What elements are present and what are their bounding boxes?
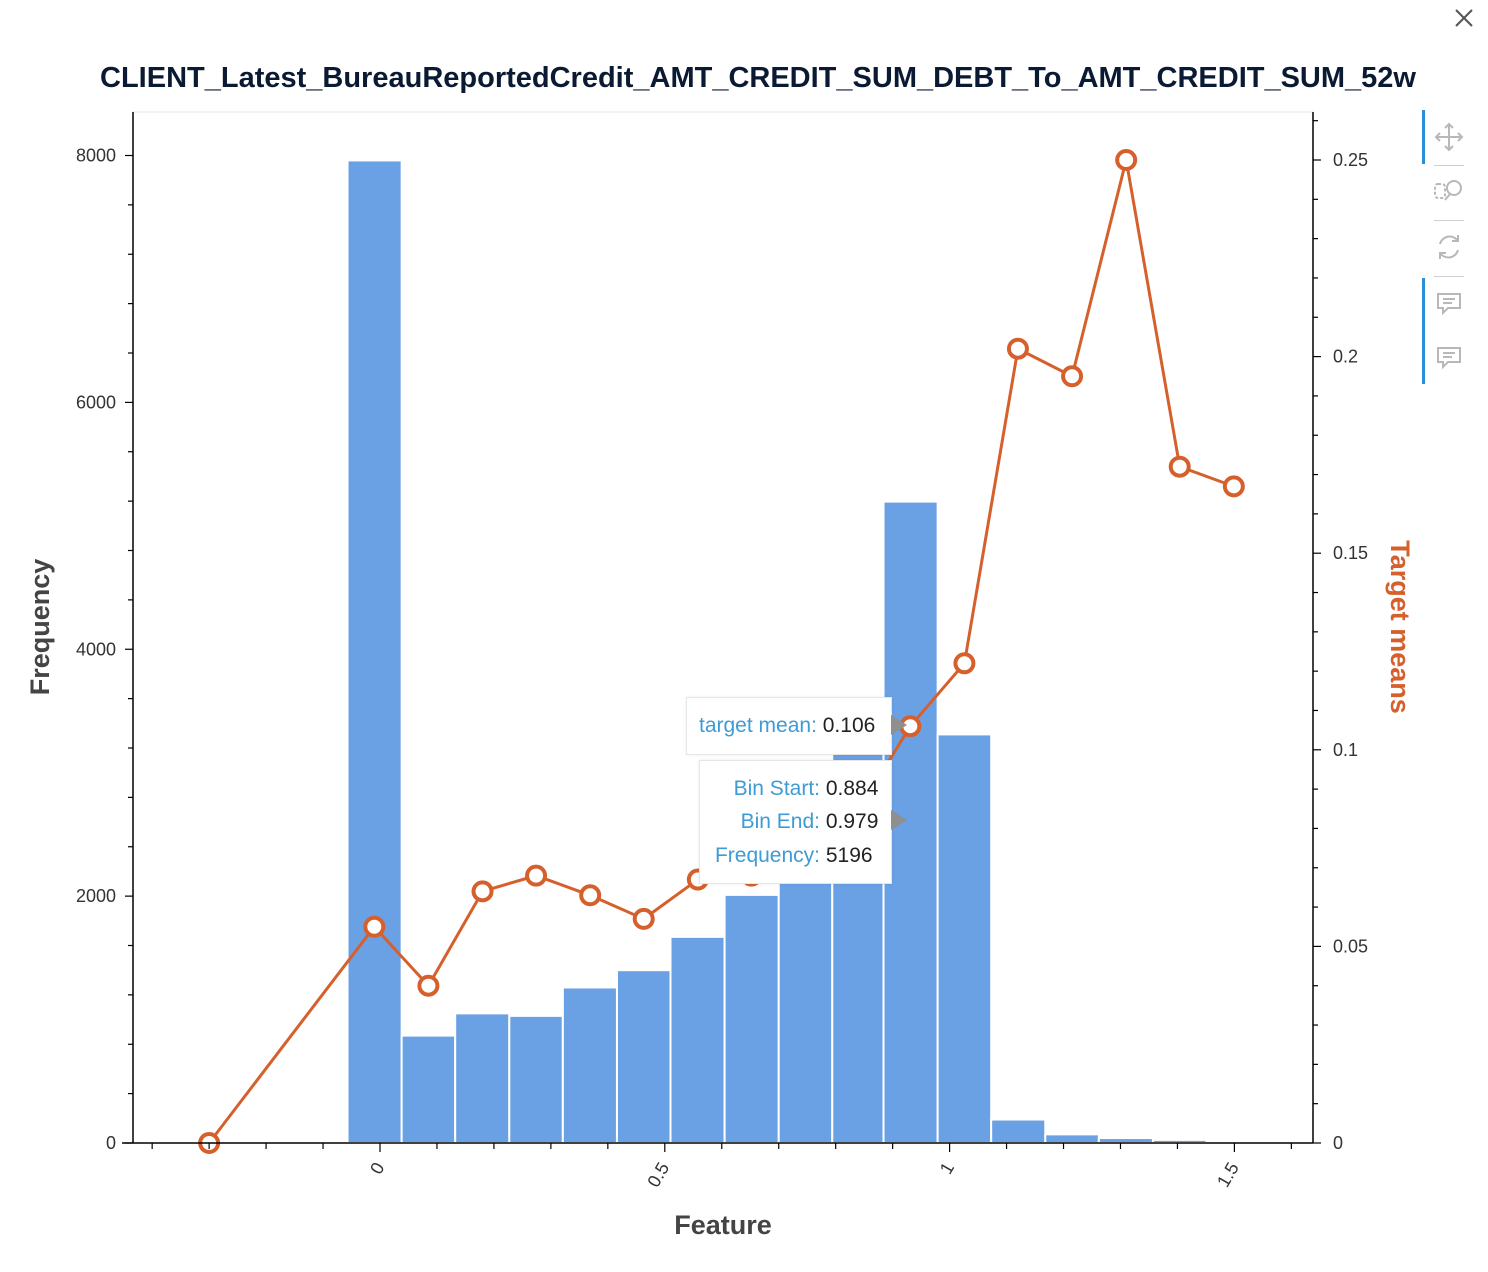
target-mean-marker[interactable]	[1168, 455, 1191, 478]
histogram-bar[interactable]	[990, 1118, 1047, 1144]
reset-tool-button[interactable]	[1432, 230, 1466, 264]
tooltip-pointer	[891, 715, 907, 735]
tooltip-label: target mean:	[699, 714, 817, 737]
x-tick-label: 0.5	[643, 1159, 673, 1191]
y2-tick-label: 0.25	[1333, 150, 1368, 170]
hover-icon	[1437, 293, 1461, 316]
tooltip-label: Frequency:	[714, 844, 820, 867]
y2-tick-label: 0.1	[1333, 740, 1358, 760]
hover-tool-button[interactable]	[1432, 286, 1466, 320]
box-zoom-tool-button[interactable]	[1432, 174, 1466, 208]
y2-tick-label: 0.05	[1333, 936, 1368, 956]
target-mean-marker[interactable]	[363, 915, 386, 938]
close-button[interactable]	[1448, 2, 1480, 34]
tooltip-value: 0.884	[825, 777, 879, 800]
pan-tool-button[interactable]	[1432, 120, 1466, 154]
histogram-bar[interactable]	[400, 1034, 457, 1144]
x-tick-label: 1.5	[1213, 1159, 1243, 1191]
tooltip-label: Bin Start:	[733, 777, 820, 800]
toolbar-separator	[1434, 276, 1464, 277]
hover-icon	[1437, 347, 1461, 370]
target-mean-marker[interactable]	[632, 907, 655, 930]
histogram-bar[interactable]	[936, 733, 993, 1144]
toolbar-separator	[1434, 220, 1464, 221]
y2-tick-label: 0	[1333, 1133, 1343, 1153]
close-icon	[1455, 9, 1473, 27]
target-mean-marker[interactable]	[1061, 365, 1084, 388]
box-zoom-icon	[1434, 180, 1462, 201]
histogram-bar[interactable]	[1044, 1133, 1100, 1144]
bar-tooltip: Bin Start: 0.884 Bin End: 0.979 Frequenc…	[699, 760, 907, 884]
histogram-bar[interactable]	[346, 159, 403, 1144]
line-tooltip: target mean: 0.106	[686, 697, 907, 755]
hover-tool-button[interactable]	[1432, 340, 1466, 374]
axes: 0 2000 4000 6000 8000 0 0.05 0.1 0.15 0.2 0.25 0 0.5…	[76, 112, 1368, 1191]
pan-icon	[1434, 122, 1464, 152]
active-tool-indicator	[1422, 278, 1425, 384]
x-tick-label: 0	[366, 1159, 388, 1178]
target-mean-marker[interactable]	[579, 884, 602, 907]
y2-axis-label: Target means	[1385, 540, 1415, 714]
y2-tick-label: 0.2	[1333, 347, 1358, 367]
target-mean-marker[interactable]	[1115, 149, 1138, 171]
chart-title: CLIENT_Latest_BureauReportedCredit_AMT_C…	[100, 62, 1416, 94]
reset-icon	[1439, 235, 1459, 259]
target-mean-marker[interactable]	[953, 652, 976, 675]
histogram-bar[interactable]	[669, 935, 726, 1144]
tooltip-value: 0.106	[822, 714, 876, 737]
histogram-bar[interactable]	[777, 858, 834, 1144]
y-tick-label: 6000	[76, 392, 116, 412]
target-mean-marker[interactable]	[417, 974, 440, 997]
histogram-bar[interactable]	[561, 986, 618, 1144]
toolbar-separator	[1434, 165, 1464, 166]
target-mean-marker[interactable]	[1006, 337, 1029, 360]
y-tick-label: 8000	[76, 146, 116, 166]
target-mean-marker[interactable]	[525, 864, 548, 887]
y-tick-label: 0	[106, 1133, 116, 1153]
tooltip-pointer	[891, 810, 907, 830]
histogram-bar[interactable]	[615, 969, 672, 1144]
y-tick-label: 4000	[76, 639, 116, 659]
tooltip-label: Bin End:	[740, 810, 820, 833]
histogram-bar[interactable]	[454, 1012, 511, 1144]
x-axis-label: Feature	[674, 1210, 772, 1240]
y-tick-label: 2000	[76, 886, 116, 906]
histogram-bar[interactable]	[723, 893, 780, 1144]
histogram-bar[interactable]	[508, 1014, 564, 1144]
target-mean-marker[interactable]	[1222, 475, 1245, 498]
tooltip-value: 0.979	[825, 810, 879, 833]
x-tick-label: 1	[936, 1159, 958, 1178]
y-axis-label: Frequency	[25, 559, 55, 696]
active-tool-indicator	[1422, 110, 1425, 164]
target-mean-marker[interactable]	[471, 880, 494, 903]
histogram-bars	[346, 159, 1262, 1144]
chart-canvas[interactable]: 0 2000 4000 6000 8000 0 0.05 0.1 0.15 0.2 0.25 0 0.5…	[0, 0, 1420, 1272]
y2-tick-label: 0.15	[1333, 543, 1368, 563]
tooltip-value: 5196	[825, 844, 873, 867]
chart-toolbar	[1422, 110, 1478, 390]
